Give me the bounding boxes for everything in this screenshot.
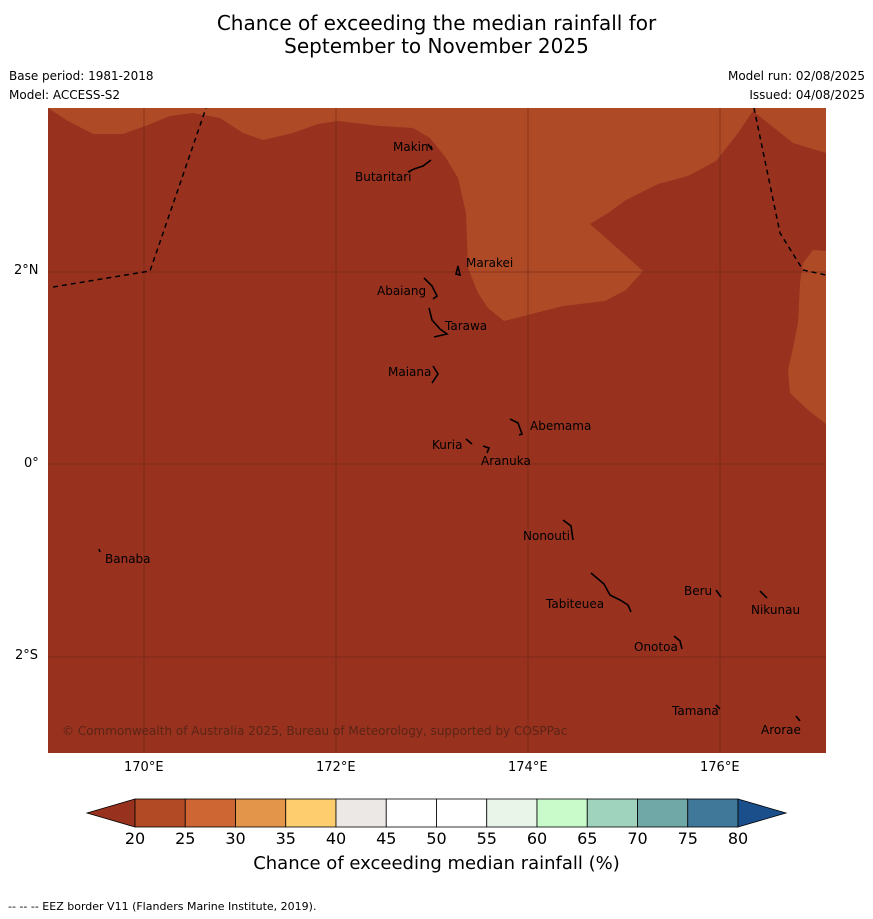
lon-tick-174: 174°E [508,760,548,775]
region-below-20 [48,108,826,753]
colorbar-tick-label: 80 [727,829,749,848]
colorbar-tick-label: 25 [175,829,196,848]
colorbar-segment [687,798,739,828]
base-period: Base period: 1981-2018 [9,69,154,83]
colorbar-canvas [85,798,788,828]
graticule [48,108,826,753]
label-abaiang: Abaiang [377,284,427,298]
colorbar-title: Chance of exceeding median rainfall (%) [253,853,620,874]
label-beru: Beru [684,584,713,598]
issued-date: Issued: 04/08/2025 [749,88,865,102]
colorbar-tick-label: 20 [124,829,146,848]
eez-border [52,108,826,288]
colorbar-tick-label: 35 [275,829,296,848]
label-marakei: Marakei [466,256,514,270]
label-arorae: Arorae [761,723,801,737]
island-beru [715,589,722,598]
island-marakei [455,265,462,277]
label-tabiteuea: Tabiteuea [546,597,605,611]
island-aranuka [482,445,491,454]
lat-tick-2n: 2°N [14,263,39,278]
island-arorae [795,715,801,722]
label-banaba: Banaba [105,552,151,566]
colorbar-segment [134,798,186,828]
eez-footnote: -- -- -- EEZ border V11 (Flanders Marine… [8,900,317,913]
colorbar [85,798,790,832]
island-makin [427,143,433,151]
colorbar-segment [536,798,588,828]
island-banaba [98,548,101,553]
label-butaritari: Butaritari [355,170,412,184]
colorbar-tick-label: 70 [627,829,648,848]
colorbar-tick-label: 65 [577,829,598,848]
label-nonouti: Nonouti [523,529,570,543]
colorbar-segment [235,798,287,828]
lat-tick-0: 0° [24,456,39,471]
island-butaritari [407,159,432,173]
island-tabiteuea [590,572,632,613]
map-title: Chance of exceeding the median rainfall … [0,12,873,58]
label-aranuka: Aranuka [481,454,531,468]
copyright-note: © Commonwealth of Australia 2025, Bureau… [62,724,568,738]
colorbar-tick-label: 30 [225,829,246,848]
region-20-25-north [48,108,826,321]
colorbar-segment [436,798,488,828]
island-kuria [465,438,473,445]
label-makin: Makin [393,140,429,154]
label-tamana: Tamana [672,704,719,718]
island-abaiang [423,277,439,300]
lon-tick-172: 172°E [316,760,356,775]
colorbar-tick-label: 50 [426,829,447,848]
island-onotoa [673,635,683,650]
rainfall-map: Makin Butaritari Marakei Abaiang Tarawa … [48,108,826,753]
colorbar-tick-label: 60 [526,829,548,848]
colorbar-segment [385,798,437,828]
label-nikunau: Nikunau [751,603,801,617]
title-line-2: September to November 2025 [284,34,589,58]
label-maiana: Maiana [388,365,432,379]
region-20-25-east [788,250,826,424]
lat-tick-2s: 2°S [15,648,39,663]
colorbar-under-arrow [85,798,136,828]
island-nikunau [759,590,768,599]
island-maiana [431,365,439,384]
colorbar-tick-label: 45 [376,829,397,848]
lon-tick-176: 176°E [700,760,740,775]
lon-tick-170: 170°E [124,760,164,775]
colorbar-tick-label: 55 [476,829,497,848]
model-name: Model: ACCESS-S2 [9,88,121,102]
colorbar-segment [637,798,689,828]
island-abemama [509,418,524,436]
island-nonouti [562,519,574,541]
colorbar-tick-label: 75 [677,829,698,848]
colorbar-segment [586,798,638,828]
label-tarawa: Tarawa [445,319,488,333]
colorbar-tick-label: 40 [325,829,347,848]
colorbar-segment [335,798,387,828]
colorbar-segment [486,798,538,828]
label-onotoa: Onotoa [634,640,678,654]
model-run: Model run: 02/08/2025 [727,69,865,83]
island-outlines [98,143,801,722]
colorbar-over-arrow [737,798,788,828]
colorbar-segment [285,798,337,828]
label-kuria: Kuria [432,438,463,452]
island-tamana [715,704,721,710]
island-tarawa [428,307,449,338]
map-canvas [48,108,826,753]
label-abemama: Abemama [530,419,592,433]
title-line-1: Chance of exceeding the median rainfall … [216,11,657,35]
colorbar-segment [184,798,236,828]
